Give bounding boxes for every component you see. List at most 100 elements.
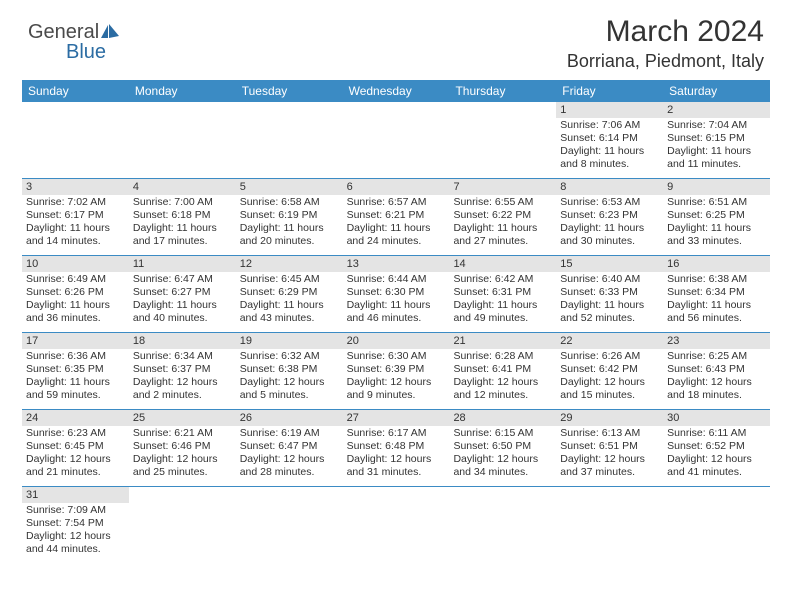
day-number <box>129 102 236 118</box>
day-line: Daylight: 12 hours <box>453 453 552 466</box>
day-number: 30 <box>663 410 770 426</box>
day-header: Thursday <box>449 80 556 102</box>
day-line: Daylight: 12 hours <box>560 376 659 389</box>
month-title: March 2024 <box>567 15 764 49</box>
day-line: and 20 minutes. <box>240 235 339 248</box>
day-number: 17 <box>22 333 129 349</box>
day-line: Sunset: 6:29 PM <box>240 286 339 299</box>
day-line: Sunset: 6:52 PM <box>667 440 766 453</box>
day-line: Daylight: 11 hours <box>133 222 232 235</box>
day-number: 20 <box>343 333 450 349</box>
day-content: Sunrise: 6:34 AMSunset: 6:37 PMDaylight:… <box>129 349 236 405</box>
day-line: and 14 minutes. <box>26 235 125 248</box>
day-cell <box>556 487 663 563</box>
day-line: Sunrise: 6:57 AM <box>347 196 446 209</box>
day-line: Sunset: 6:18 PM <box>133 209 232 222</box>
location-text: Borriana, Piedmont, Italy <box>567 51 764 72</box>
day-cell: 2Sunrise: 7:04 AMSunset: 6:15 PMDaylight… <box>663 102 770 178</box>
day-cell: 12Sunrise: 6:45 AMSunset: 6:29 PMDayligh… <box>236 256 343 332</box>
day-header: Wednesday <box>343 80 450 102</box>
day-line: Sunrise: 7:04 AM <box>667 119 766 132</box>
day-line: Sunrise: 7:09 AM <box>26 504 125 517</box>
day-line: Sunrise: 6:34 AM <box>133 350 232 363</box>
day-cell <box>343 102 450 178</box>
day-line: Daylight: 11 hours <box>133 299 232 312</box>
day-line: Sunset: 6:35 PM <box>26 363 125 376</box>
day-line: Daylight: 12 hours <box>667 453 766 466</box>
day-line: Sunset: 6:17 PM <box>26 209 125 222</box>
day-line: and 21 minutes. <box>26 466 125 479</box>
day-line: Sunset: 6:37 PM <box>133 363 232 376</box>
day-line: Daylight: 12 hours <box>560 453 659 466</box>
day-number: 3 <box>22 179 129 195</box>
day-line: Sunset: 6:19 PM <box>240 209 339 222</box>
day-line: and 15 minutes. <box>560 389 659 402</box>
day-line: Sunrise: 6:11 AM <box>667 427 766 440</box>
day-line: Sunset: 6:26 PM <box>26 286 125 299</box>
day-line: Daylight: 11 hours <box>453 299 552 312</box>
day-line: and 49 minutes. <box>453 312 552 325</box>
day-cell: 13Sunrise: 6:44 AMSunset: 6:30 PMDayligh… <box>343 256 450 332</box>
day-content: Sunrise: 6:30 AMSunset: 6:39 PMDaylight:… <box>343 349 450 405</box>
day-cell: 28Sunrise: 6:15 AMSunset: 6:50 PMDayligh… <box>449 410 556 486</box>
day-cell <box>663 487 770 563</box>
day-line: Sunset: 6:47 PM <box>240 440 339 453</box>
day-content: Sunrise: 6:17 AMSunset: 6:48 PMDaylight:… <box>343 426 450 482</box>
day-line: Sunrise: 6:51 AM <box>667 196 766 209</box>
day-number: 4 <box>129 179 236 195</box>
day-number: 1 <box>556 102 663 118</box>
day-cell <box>449 102 556 178</box>
day-line: and 41 minutes. <box>667 466 766 479</box>
day-content: Sunrise: 6:49 AMSunset: 6:26 PMDaylight:… <box>22 272 129 328</box>
day-line: Sunset: 6:22 PM <box>453 209 552 222</box>
day-number: 11 <box>129 256 236 272</box>
day-line: Sunset: 6:42 PM <box>560 363 659 376</box>
day-cell: 9Sunrise: 6:51 AMSunset: 6:25 PMDaylight… <box>663 179 770 255</box>
day-line: Sunset: 6:21 PM <box>347 209 446 222</box>
day-line: Daylight: 11 hours <box>453 222 552 235</box>
day-cell: 11Sunrise: 6:47 AMSunset: 6:27 PMDayligh… <box>129 256 236 332</box>
day-number: 23 <box>663 333 770 349</box>
day-number: 22 <box>556 333 663 349</box>
calendar: SundayMondayTuesdayWednesdayThursdayFrid… <box>22 80 770 563</box>
day-line: Sunrise: 6:58 AM <box>240 196 339 209</box>
day-line: Daylight: 11 hours <box>26 376 125 389</box>
day-number <box>343 102 450 118</box>
day-number: 14 <box>449 256 556 272</box>
day-line: Sunrise: 6:25 AM <box>667 350 766 363</box>
day-line: and 27 minutes. <box>453 235 552 248</box>
day-line: and 36 minutes. <box>26 312 125 325</box>
day-line: and 59 minutes. <box>26 389 125 402</box>
day-line: Daylight: 11 hours <box>560 299 659 312</box>
day-number: 31 <box>22 487 129 503</box>
day-line: and 46 minutes. <box>347 312 446 325</box>
day-number: 19 <box>236 333 343 349</box>
day-content: Sunrise: 6:47 AMSunset: 6:27 PMDaylight:… <box>129 272 236 328</box>
day-cell <box>22 102 129 178</box>
day-number: 10 <box>22 256 129 272</box>
day-number: 12 <box>236 256 343 272</box>
day-line: Sunrise: 6:45 AM <box>240 273 339 286</box>
week-row: 17Sunrise: 6:36 AMSunset: 6:35 PMDayligh… <box>22 333 770 410</box>
day-line: and 31 minutes. <box>347 466 446 479</box>
day-content: Sunrise: 6:32 AMSunset: 6:38 PMDaylight:… <box>236 349 343 405</box>
day-content: Sunrise: 6:57 AMSunset: 6:21 PMDaylight:… <box>343 195 450 251</box>
day-line: and 12 minutes. <box>453 389 552 402</box>
day-line: Daylight: 11 hours <box>240 222 339 235</box>
day-cell: 19Sunrise: 6:32 AMSunset: 6:38 PMDayligh… <box>236 333 343 409</box>
day-number: 9 <box>663 179 770 195</box>
day-header: Monday <box>129 80 236 102</box>
day-cell: 1Sunrise: 7:06 AMSunset: 6:14 PMDaylight… <box>556 102 663 178</box>
day-line: Daylight: 11 hours <box>26 299 125 312</box>
day-content: Sunrise: 7:09 AMSunset: 7:54 PMDaylight:… <box>22 503 129 559</box>
day-line: Daylight: 12 hours <box>26 453 125 466</box>
day-cell: 17Sunrise: 6:36 AMSunset: 6:35 PMDayligh… <box>22 333 129 409</box>
day-line: Sunrise: 6:36 AM <box>26 350 125 363</box>
day-line: and 9 minutes. <box>347 389 446 402</box>
day-line: Daylight: 11 hours <box>26 222 125 235</box>
day-line: Daylight: 11 hours <box>560 222 659 235</box>
day-line: Sunrise: 6:26 AM <box>560 350 659 363</box>
day-content: Sunrise: 7:00 AMSunset: 6:18 PMDaylight:… <box>129 195 236 251</box>
day-line: Sunrise: 6:15 AM <box>453 427 552 440</box>
day-line: Daylight: 11 hours <box>667 299 766 312</box>
